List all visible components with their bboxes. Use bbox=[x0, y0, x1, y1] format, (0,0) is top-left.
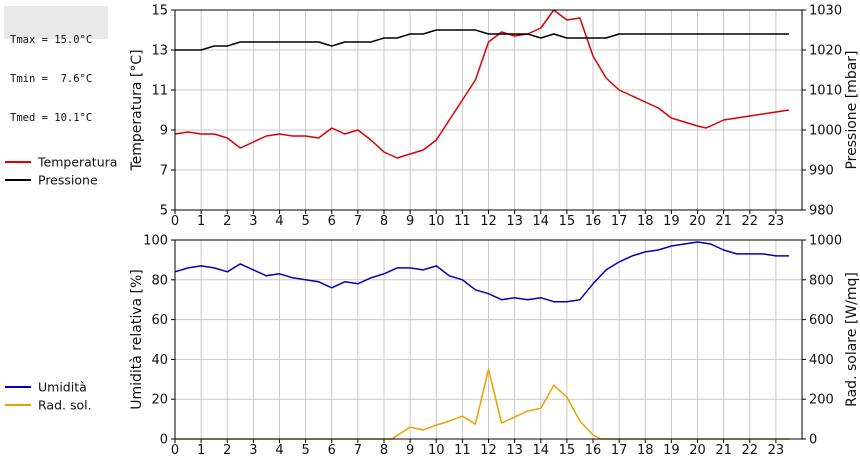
y-tick-label: 40 bbox=[151, 353, 168, 368]
y2-tick-label: 980 bbox=[809, 204, 834, 219]
x-tick-label: 19 bbox=[663, 214, 680, 229]
x-tick-label: 6 bbox=[328, 214, 336, 229]
x-tick-label: 10 bbox=[428, 214, 445, 229]
x-tick-label: 4 bbox=[275, 214, 283, 229]
series-line-pressione bbox=[175, 29, 789, 51]
y-tick-label: 100 bbox=[143, 234, 168, 249]
x-tick-label: 23 bbox=[768, 214, 785, 229]
x-tick-label: 9 bbox=[406, 443, 414, 458]
x-tick-label: 23 bbox=[768, 443, 785, 458]
x-tick-label: 6 bbox=[328, 443, 336, 458]
y-axis-label: Temperatura [°C] bbox=[129, 49, 145, 171]
x-tick-label: 11 bbox=[454, 214, 471, 229]
x-tick-label: 16 bbox=[585, 214, 602, 229]
stat-key: Tmin bbox=[10, 73, 36, 85]
chart-2: 0 1 2 3 4 5 6 7 8 9 10 11 12 13 14 15 16 17 18 19 20 21 22 2302… bbox=[5, 234, 860, 458]
y2-tick-label: 990 bbox=[809, 164, 834, 179]
x-tick-label: 3 bbox=[249, 214, 257, 229]
x-tick-label: 1 bbox=[197, 214, 205, 229]
y2-tick-label: 1010 bbox=[809, 84, 842, 99]
x-tick-label: 2 bbox=[223, 443, 231, 458]
stat-tmax: Tmax = 15.0°C bbox=[10, 34, 93, 46]
x-tick-label: 2 bbox=[223, 214, 231, 229]
series-line-temperatura bbox=[174, 9, 790, 159]
y-tick-label: 5 bbox=[160, 204, 168, 219]
plot-frame bbox=[174, 239, 803, 440]
x-tick-label: 18 bbox=[637, 214, 654, 229]
stat-value: 15.0°C bbox=[54, 34, 93, 46]
x-tick-label: 9 bbox=[406, 214, 414, 229]
y-tick-label: 13 bbox=[151, 44, 168, 59]
x-tick-label: 8 bbox=[380, 214, 388, 229]
stat-key: Tmed bbox=[10, 112, 36, 124]
x-tick-label: 8 bbox=[380, 443, 388, 458]
y2-axis-label: Pressione [mbar] bbox=[844, 50, 860, 169]
plot-frame bbox=[174, 9, 803, 211]
y-tick-label: 9 bbox=[160, 124, 168, 139]
x-tick-label: 15 bbox=[559, 214, 576, 229]
x-tick-label: 19 bbox=[663, 443, 680, 458]
x-tick-label: 1 bbox=[197, 443, 205, 458]
x-tick-label: 21 bbox=[715, 214, 732, 229]
y2-tick-label: 200 bbox=[809, 393, 834, 408]
x-tick-label: 4 bbox=[275, 443, 283, 458]
y2-tick-label: 1030 bbox=[809, 4, 842, 19]
x-tick-label: 17 bbox=[611, 443, 628, 458]
x-tick-label: 13 bbox=[506, 443, 523, 458]
x-tick-label: 16 bbox=[585, 443, 602, 458]
y2-tick-label: 600 bbox=[809, 313, 834, 328]
x-tick-label: 18 bbox=[637, 443, 654, 458]
x-tick-label: 20 bbox=[689, 214, 706, 229]
y2-tick-label: 1000 bbox=[809, 234, 842, 249]
legend-label: Pressione bbox=[38, 173, 98, 188]
y-tick-label: 15 bbox=[151, 4, 168, 19]
x-tick-label: 11 bbox=[454, 443, 471, 458]
y-tick-label: 0 bbox=[160, 433, 168, 448]
x-tick-label: 22 bbox=[741, 443, 758, 458]
y2-axis-label: Rad. solare [W/mq] bbox=[844, 272, 860, 407]
y2-tick-label: 1020 bbox=[809, 44, 842, 59]
stat-tmed: Tmed = 10.1°C bbox=[10, 112, 93, 124]
y-tick-label: 20 bbox=[151, 393, 168, 408]
legend-label: Rad. sol. bbox=[38, 398, 92, 413]
x-tick-label: 14 bbox=[532, 443, 549, 458]
legend-label: Temperatura bbox=[37, 155, 117, 170]
series-line-umidità bbox=[174, 241, 789, 303]
x-tick-label: 21 bbox=[715, 443, 732, 458]
series-line-rad-sol bbox=[175, 368, 789, 440]
stat-key: Tmax bbox=[10, 34, 36, 46]
y-axis-label: Umidità relativa [%] bbox=[129, 269, 145, 410]
x-tick-label: 3 bbox=[249, 443, 257, 458]
chart-1: 0 1 2 3 4 5 6 7 8 9 10 11 12 13 14 15 16 17 18 19 20 21 22 2357… bbox=[5, 4, 860, 229]
y-tick-label: 60 bbox=[151, 313, 168, 328]
y2-tick-label: 800 bbox=[809, 273, 834, 288]
y-tick-label: 80 bbox=[151, 273, 168, 288]
x-tick-label: 15 bbox=[559, 443, 576, 458]
y-tick-label: 11 bbox=[151, 84, 168, 99]
x-tick-label: 7 bbox=[354, 443, 362, 458]
stats-box: Tmax = 15.0°C Tmin = 7.6°C Tmed = 10.1°C bbox=[4, 6, 108, 124]
x-tick-label: 0 bbox=[171, 443, 179, 458]
x-tick-label: 22 bbox=[741, 214, 758, 229]
x-tick-label: 12 bbox=[480, 214, 497, 229]
x-tick-label: 5 bbox=[301, 443, 309, 458]
x-tick-label: 7 bbox=[354, 214, 362, 229]
y-tick-label: 7 bbox=[160, 164, 168, 179]
x-tick-label: 13 bbox=[506, 214, 523, 229]
legend-label: Umidità bbox=[38, 380, 87, 395]
x-tick-label: 5 bbox=[301, 214, 309, 229]
x-tick-label: 0 bbox=[171, 214, 179, 229]
x-tick-label: 17 bbox=[611, 214, 628, 229]
stat-tmin: Tmin = 7.6°C bbox=[10, 73, 93, 85]
x-tick-label: 12 bbox=[480, 443, 497, 458]
x-tick-label: 10 bbox=[428, 443, 445, 458]
x-tick-label: 20 bbox=[689, 443, 706, 458]
y2-tick-label: 1000 bbox=[809, 124, 842, 139]
y2-tick-label: 0 bbox=[809, 433, 817, 448]
stat-value: 7.6°C bbox=[54, 73, 93, 85]
y2-tick-label: 400 bbox=[809, 353, 834, 368]
x-tick-label: 14 bbox=[532, 214, 549, 229]
stat-value: 10.1°C bbox=[54, 112, 93, 124]
